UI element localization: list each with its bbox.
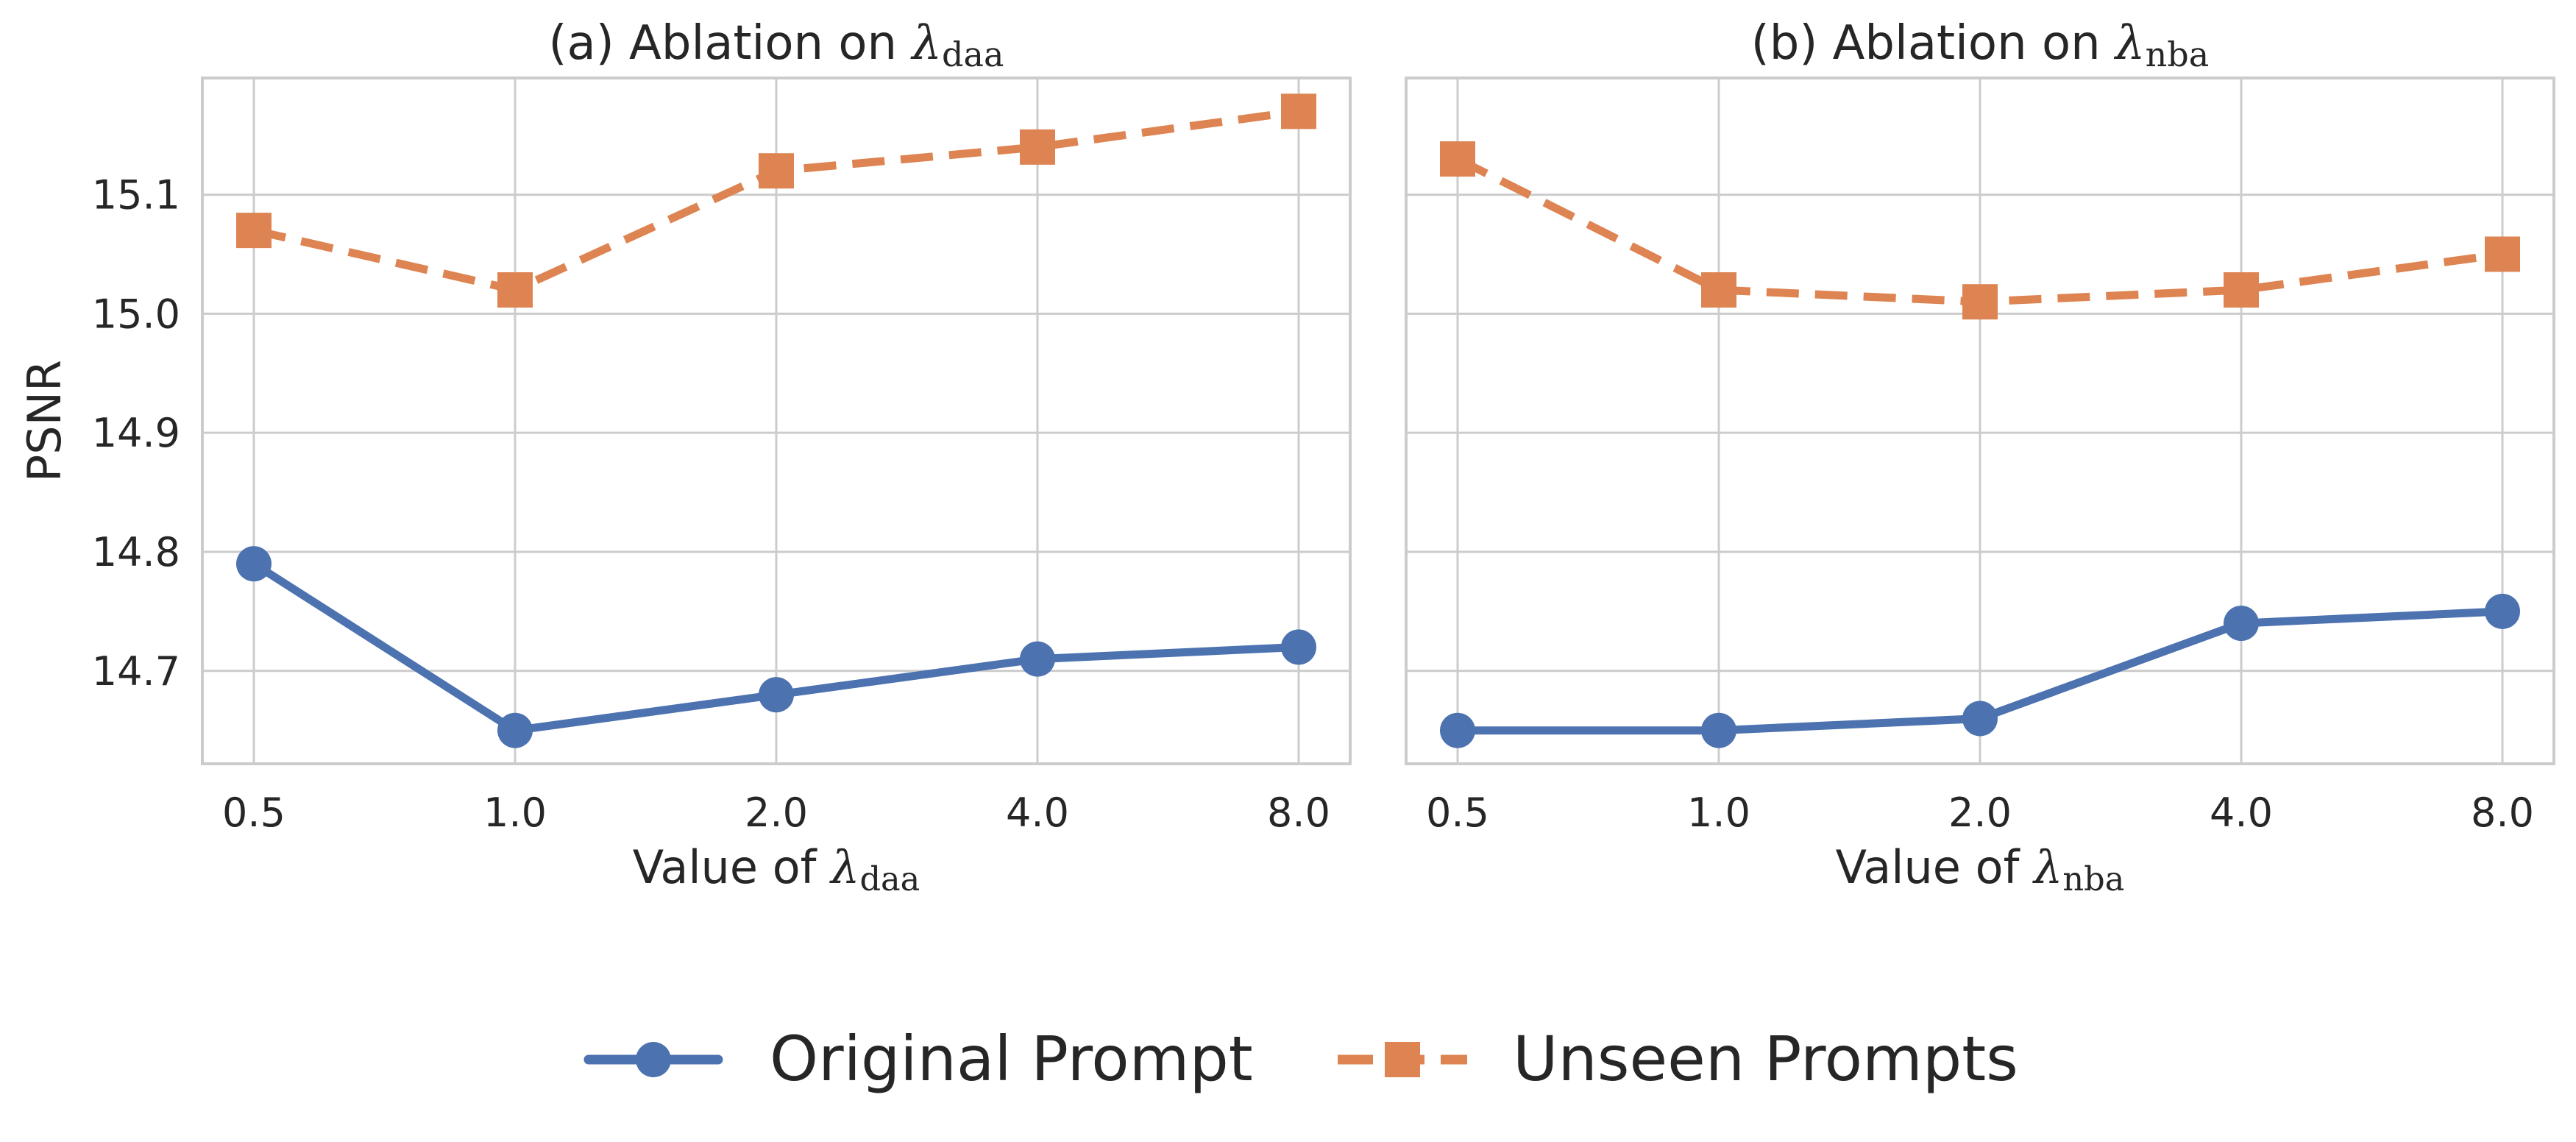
y-tick-label: 15.1 [92,172,180,219]
panel-a: (a) Ablation on λdaa Value of λdaa PSNR … [18,16,1352,898]
panel-a-series [236,93,1316,748]
x-tick-label: 4.0 [2210,790,2273,836]
x-tick-label: 1.0 [483,790,547,836]
data-point-circle [1701,712,1736,748]
panel-b-grid [1406,78,2554,764]
panel-b-title: (b) Ablation on λnba [1751,16,2210,74]
y-tick-label: 14.8 [92,529,180,575]
panel-b-xlabel: Value of λnba [1836,840,2125,898]
data-point-square [2224,272,2259,308]
panel-b-series [1440,141,2520,748]
legend-item-original-prompt: Original Prompt [583,1023,1253,1095]
data-point-circle [1440,712,1475,748]
y-axis-label: PSNR [18,360,71,482]
panel-a-title: (a) Ablation on λdaa [549,16,1004,74]
x-tick-label: 0.5 [222,790,285,836]
legend-marker-square [1385,1042,1420,1077]
data-point-square [1440,141,1475,177]
x-tick-label: 4.0 [1006,790,1069,836]
legend-item-unseen-prompts: Unseen Prompts [1338,1023,2018,1095]
data-point-square [497,272,533,308]
data-point-square [2485,236,2520,272]
x-tick-label: 0.5 [1426,790,1489,836]
legend-marker-circle [636,1042,671,1077]
data-point-circle [1962,701,1998,737]
data-point-square [1962,284,1998,320]
data-point-circle [1020,641,1055,677]
x-tick-label: 8.0 [2471,790,2534,836]
panel-b-frame [1405,77,2555,765]
data-point-square [1281,93,1316,130]
panel-a-xlabel: Value of λdaa [633,840,920,898]
panel-a-y-ticks: 14.7 14.8 14.9 15.0 15.1 [92,172,180,695]
legend-label-original-prompt: Original Prompt [770,1023,1253,1095]
data-point-circle [236,546,272,582]
x-tick-label: 8.0 [1267,790,1330,836]
data-point-square [1020,129,1055,165]
panel-b: (b) Ablation on λnba Value of λnba 0.5 1.… [1405,16,2555,898]
panel-a-grid [202,78,1350,764]
legend-label-unseen-prompts: Unseen Prompts [1513,1023,2018,1095]
data-point-circle [497,712,533,748]
panel-b-x-ticks: 0.5 1.0 2.0 4.0 8.0 [1426,790,2534,836]
data-point-square [236,213,272,249]
data-point-square [1701,272,1736,308]
x-tick-label: 1.0 [1687,790,1750,836]
panel-a-x-ticks: 0.5 1.0 2.0 4.0 8.0 [222,790,1330,836]
y-tick-label: 14.9 [92,410,180,456]
panel-a-frame [201,77,1352,765]
x-tick-label: 2.0 [745,790,808,836]
data-point-circle [1281,629,1316,665]
y-tick-label: 14.7 [92,648,180,695]
legend: Original Prompt Unseen Prompts [583,1023,2018,1095]
y-tick-label: 15.0 [92,291,180,337]
data-point-circle [2224,606,2259,642]
data-point-circle [759,677,794,713]
data-point-square [759,153,794,189]
x-tick-label: 2.0 [1948,790,2012,836]
data-point-circle [2485,593,2520,629]
